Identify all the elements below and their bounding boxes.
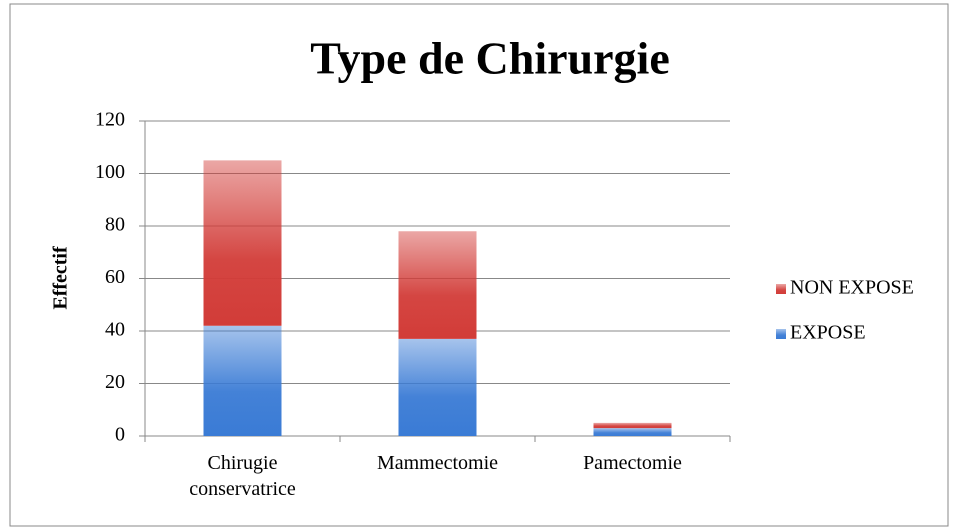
bar-segment [398,338,477,436]
chart-title: Type de Chirurgie [310,33,669,84]
y-axis-label: Effectif [50,246,72,310]
y-tick-label: 100 [95,161,125,183]
x-tick-label: Pamectomie [583,452,682,474]
y-tick-label: 20 [105,371,125,393]
legend-swatch [776,329,786,339]
legend-swatch [776,284,786,294]
x-tick-label-box: Mammectomie [376,452,499,474]
chart-border [9,3,949,527]
bar-segment [593,422,672,429]
y-tick-label: 60 [105,266,125,288]
y-tick-label: 80 [105,214,125,236]
y-tick-label: 120 [95,109,125,131]
bar-segment [398,231,477,339]
legend-label: EXPOSE [790,322,866,344]
x-tick-label-box: Pamectomie [583,452,682,474]
y-tick-label: 40 [105,319,125,341]
y-tick-label: 0 [115,424,125,446]
bar-segment [203,160,282,326]
x-tick-label: Chirugie conservatrice [189,452,296,500]
x-tick-label: Mammectomie [376,452,499,474]
x-tick-label-box: Chirugie conservatrice [189,452,296,500]
bar-segment [593,428,672,436]
legend-label: NON EXPOSE [790,277,914,299]
bar-segment [203,325,282,436]
